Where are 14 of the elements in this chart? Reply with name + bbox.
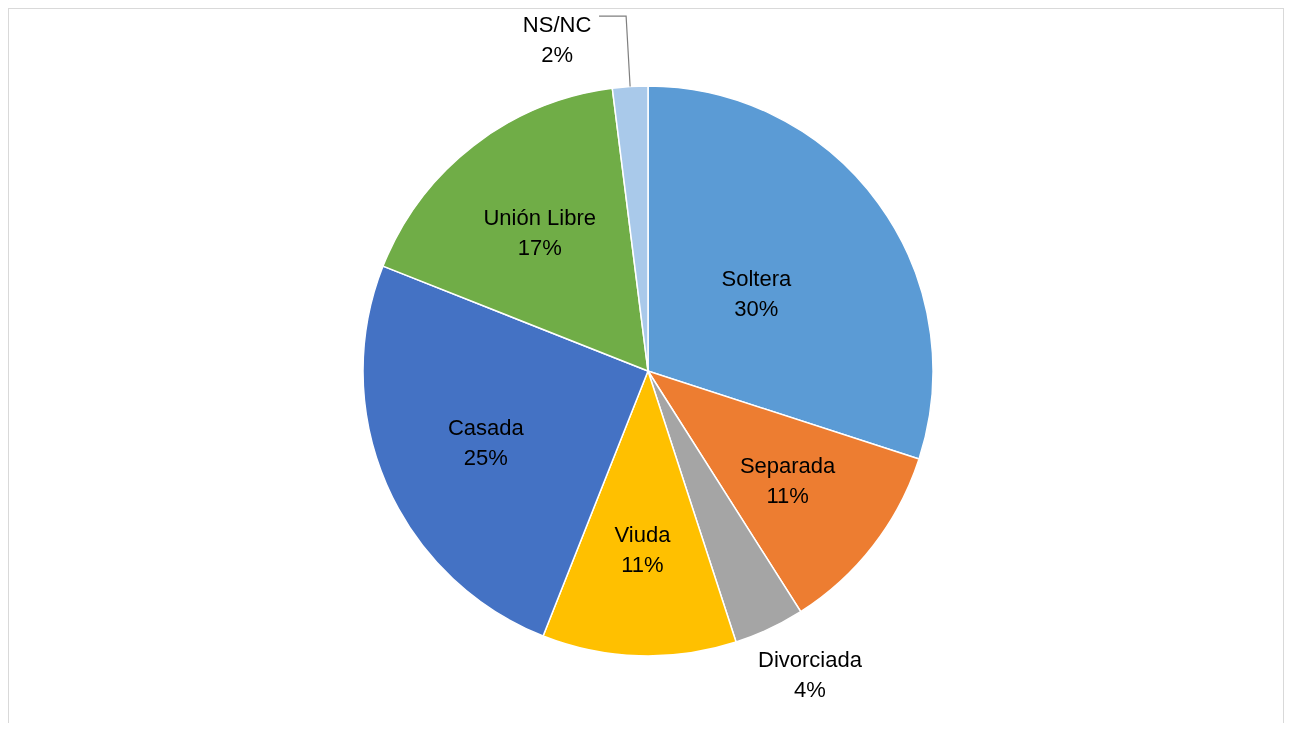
data-label: 4% [794,676,826,702]
slice-label: Separada [739,453,837,479]
data-label: 17% [517,235,562,261]
slice-label: Casada [447,415,525,441]
slice-label: Soltera [721,266,792,292]
data-label: 11% [621,551,664,577]
slice-label: NS/NC [522,12,592,38]
slice-label: Viuda [614,521,672,547]
data-label: 11% [766,483,809,509]
slice-label: Unión Libre [483,205,596,231]
data-label: 30% [734,296,779,322]
slice-label: Divorciada [758,646,863,672]
data-label: 25% [463,445,508,471]
data-label: 2% [541,42,573,68]
